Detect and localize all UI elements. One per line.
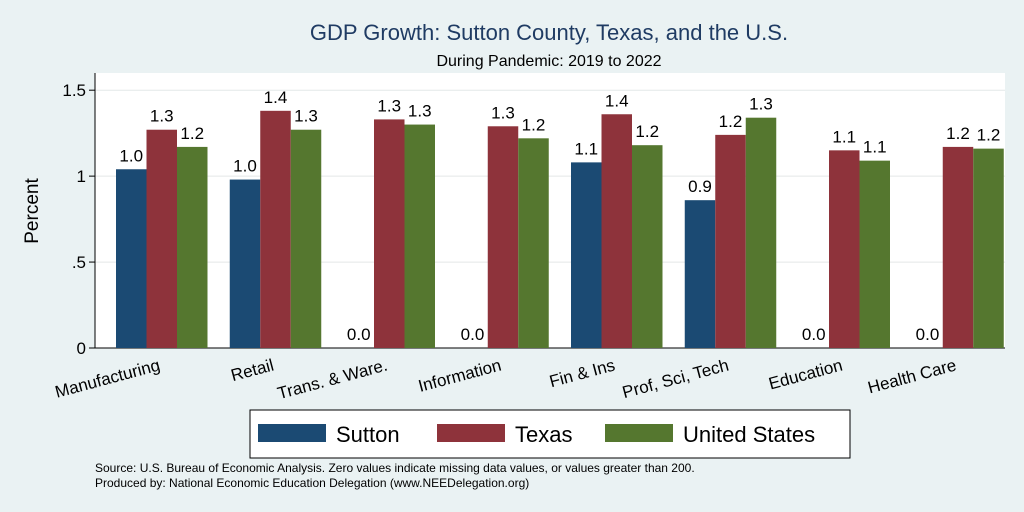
category-label: Education <box>767 356 845 394</box>
category-label: Manufacturing <box>53 356 162 402</box>
data-labels: 1.0 1.3 1.2 1.0 1.4 1.3 0.0 1.3 1.3 0.0 1.3 1.2 1.1 1… <box>119 88 1000 344</box>
legend <box>249 409 851 459</box>
producer-note: Produced by: National Economic Education… <box>95 476 529 490</box>
data-label: 0.0 <box>802 325 826 344</box>
data-label: 1.4 <box>264 88 288 107</box>
y-axis-label: Percent <box>22 178 43 244</box>
data-label: 1.2 <box>946 124 970 143</box>
category-label: Prof, Sci, Tech <box>620 356 730 403</box>
bar-texas <box>146 129 177 348</box>
bar-texas <box>487 126 519 348</box>
legend-swatch <box>437 424 505 442</box>
data-label: 0.0 <box>347 325 371 344</box>
data-label: 1.3 <box>150 107 174 126</box>
bar-united-states <box>632 145 663 348</box>
data-label: 1.1 <box>832 127 856 146</box>
legend-swatch <box>258 424 326 442</box>
data-label: 1.3 <box>749 95 773 114</box>
bar-united-states <box>290 129 322 348</box>
data-label: 1.2 <box>635 122 659 141</box>
data-label: 1.3 <box>408 102 432 121</box>
y-tick-label: 0 <box>77 339 86 358</box>
bar-united-states <box>518 138 549 348</box>
data-label: 1.3 <box>294 107 318 126</box>
category-label: Information <box>416 356 503 396</box>
bars <box>116 110 1004 348</box>
data-label: 1.2 <box>719 112 743 131</box>
chart-subtitle: During Pandemic: 2019 to 2022 <box>436 53 661 70</box>
data-label: 1.3 <box>377 96 401 115</box>
data-label: 1.3 <box>491 103 515 122</box>
bar-sutton <box>229 179 261 348</box>
bar-united-states <box>177 146 208 348</box>
bar-sutton <box>116 169 147 348</box>
x-tick-labels: Manufacturing Retail Trans. & Ware. Informa… <box>53 356 958 404</box>
category-label: Fin & Ins <box>547 356 617 392</box>
legend-label: United States <box>683 422 815 447</box>
bar-united-states <box>859 160 890 348</box>
bar-texas <box>374 119 405 348</box>
bar-united-states <box>404 124 435 348</box>
chart-title: GDP Growth: Sutton County, Texas, and th… <box>310 20 788 45</box>
bar-united-states <box>973 148 1004 348</box>
legend-label: Sutton <box>336 422 400 447</box>
data-label: 1.1 <box>863 138 887 157</box>
legend-entries: Sutton Texas United States <box>258 422 815 447</box>
bar-texas <box>260 110 291 348</box>
bar-texas <box>829 150 860 348</box>
data-label: 1.2 <box>977 126 1001 145</box>
data-label: 1.0 <box>119 146 143 165</box>
category-label: Health Care <box>866 356 959 398</box>
data-label: 1.2 <box>180 124 204 143</box>
bar-texas <box>942 146 974 348</box>
bar-texas <box>715 134 746 348</box>
bar-sutton <box>684 200 716 348</box>
bar-united-states <box>745 117 777 348</box>
legend-label: Texas <box>515 422 572 447</box>
data-label: 0.0 <box>916 325 940 344</box>
category-label: Retail <box>229 356 276 386</box>
y-tick-label: 1.5 <box>62 81 86 100</box>
data-label: 1.2 <box>522 115 546 134</box>
source-note: Source: U.S. Bureau of Economic Analysis… <box>95 461 695 475</box>
y-tick-label: 1 <box>77 167 86 186</box>
bar-texas <box>601 114 632 348</box>
data-label: 0.0 <box>461 325 485 344</box>
data-label: 1.1 <box>574 139 598 158</box>
bar-sutton <box>571 162 602 348</box>
y-ticks: 0 .5 1 1.5 <box>62 81 95 358</box>
data-label: 1.4 <box>605 91 629 110</box>
y-tick-label: .5 <box>72 253 86 272</box>
legend-swatch <box>605 424 673 442</box>
category-label: Trans. & Ware. <box>275 356 389 404</box>
data-label: 1.0 <box>233 157 257 176</box>
data-label: 0.9 <box>688 177 712 196</box>
